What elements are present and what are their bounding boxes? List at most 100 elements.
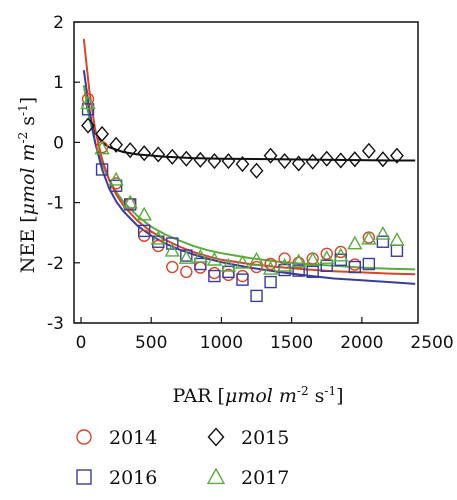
point-2017 xyxy=(192,248,209,263)
point-2017 xyxy=(122,194,138,209)
point-2014 xyxy=(306,252,319,265)
legend-item-2017: 2017 xyxy=(206,467,289,489)
point-2014 xyxy=(334,245,347,259)
point-2014 xyxy=(180,265,193,279)
y-tick-label: 2 xyxy=(53,13,64,33)
point-2017 xyxy=(262,260,279,275)
point-2015 xyxy=(235,155,250,173)
y-tick-label: 1 xyxy=(53,73,64,93)
point-2014 xyxy=(194,261,207,274)
point-2017 xyxy=(164,242,180,257)
point-2014 xyxy=(152,239,165,253)
legend: 2014 2015 2016 2017 xyxy=(76,427,289,489)
x-tick-label: 2500 xyxy=(410,333,453,353)
series-2014 xyxy=(81,92,376,283)
point-2014 xyxy=(292,256,305,269)
point-2015 xyxy=(137,145,152,162)
point-2015 xyxy=(333,152,348,169)
x-tick-label: 1000 xyxy=(200,333,243,353)
x-tick-label: 1500 xyxy=(270,333,313,353)
point-2016 xyxy=(109,179,123,192)
point-2014 xyxy=(250,260,263,274)
point-2016 xyxy=(166,237,179,250)
y-axis-label: NEE [μmol m-2 s-1] xyxy=(16,97,39,273)
point-2016 xyxy=(306,265,319,279)
point-2015 xyxy=(165,148,180,165)
data-points xyxy=(80,92,405,303)
point-2014 xyxy=(236,269,249,283)
y-tick-label: -1 xyxy=(47,194,64,214)
y-tick-label: -2 xyxy=(47,254,64,274)
legend-label-2015: 2015 xyxy=(241,427,289,449)
legend-marker-2014 xyxy=(76,429,92,445)
series-2015 xyxy=(81,117,404,179)
point-2016 xyxy=(320,259,333,273)
axis-ticks: 0 500 1000 1500 2000 2500 -3 -2 -1 0 1 2 xyxy=(47,13,454,353)
point-2014 xyxy=(81,92,95,106)
point-2015 xyxy=(361,142,376,159)
y-tick-label: -3 xyxy=(47,314,64,334)
series-2017 xyxy=(80,95,405,275)
point-2016 xyxy=(194,257,207,271)
point-2014 xyxy=(208,266,221,280)
point-2016 xyxy=(376,235,390,248)
point-2014 xyxy=(264,257,277,271)
x-tick-label: 2000 xyxy=(340,333,383,353)
point-2017 xyxy=(333,247,349,262)
point-2016 xyxy=(390,244,404,257)
point-2015 xyxy=(390,147,404,164)
point-2015 xyxy=(375,151,390,168)
x-tick-label: 0 xyxy=(76,333,87,353)
point-2015 xyxy=(109,136,124,153)
point-2015 xyxy=(277,152,292,170)
point-2017 xyxy=(248,251,265,266)
fit-line-2016 xyxy=(82,70,416,285)
point-2015 xyxy=(319,150,334,167)
point-2016 xyxy=(264,275,277,289)
point-2015 xyxy=(151,146,166,163)
point-2016 xyxy=(81,103,95,116)
point-2017 xyxy=(319,250,335,264)
plot-frame xyxy=(73,21,419,324)
legend-marker-2016 xyxy=(76,469,92,485)
point-2017 xyxy=(375,225,391,240)
point-2017 xyxy=(347,235,363,250)
point-2017 xyxy=(150,230,166,245)
legend-item-2014: 2014 xyxy=(76,427,157,449)
legend-label-2017: 2017 xyxy=(241,467,289,489)
point-2014 xyxy=(362,231,376,244)
point-2016 xyxy=(348,260,362,274)
fit-curves xyxy=(82,38,416,285)
point-2015 xyxy=(123,142,138,159)
point-2016 xyxy=(208,269,221,283)
point-2017 xyxy=(361,230,377,245)
point-2016 xyxy=(236,273,249,286)
point-2017 xyxy=(94,140,110,155)
x-tick-label: 500 xyxy=(135,333,167,353)
legend-item-2016: 2016 xyxy=(76,467,157,489)
point-2014 xyxy=(166,260,179,274)
legend-marker-2015 xyxy=(207,427,225,447)
point-2015 xyxy=(221,152,236,170)
point-2016 xyxy=(123,198,137,211)
point-2015 xyxy=(249,162,264,179)
legend-label-2014: 2014 xyxy=(109,427,157,449)
point-2017 xyxy=(389,231,405,246)
point-2017 xyxy=(136,206,152,221)
point-2017 xyxy=(220,257,237,272)
point-2017 xyxy=(290,253,307,268)
y-tick-label: 0 xyxy=(53,133,64,153)
point-2015 xyxy=(81,117,95,134)
legend-marker-2017 xyxy=(206,467,226,485)
point-2016 xyxy=(222,265,235,279)
point-2017 xyxy=(108,171,124,186)
x-axis-label: PAR [μmol m-2 s-1] xyxy=(172,384,343,407)
legend-item-2015: 2015 xyxy=(207,427,289,449)
point-2016 xyxy=(95,163,109,176)
point-2017 xyxy=(305,251,321,266)
point-2014 xyxy=(348,258,362,271)
point-2016 xyxy=(362,257,376,271)
point-2017 xyxy=(178,250,195,264)
point-2015 xyxy=(263,147,278,164)
